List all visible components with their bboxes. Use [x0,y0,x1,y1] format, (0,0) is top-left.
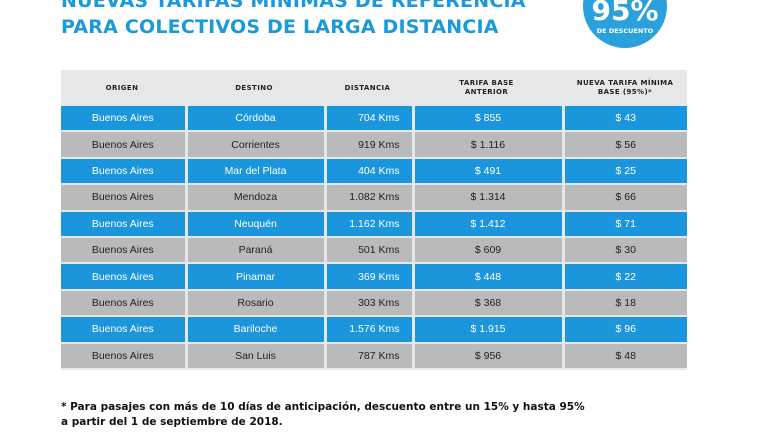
cell-distancia: 1.576 Kms [325,316,415,344]
table-row: Buenos Aires Bariloche 1.576 Kms $ 1.915… [61,316,687,344]
cell-origen: Buenos Aires [61,106,188,133]
cell-destino: Mendoza [186,184,327,212]
table-row: Buenos Aires Paraná 501 Kms $ 609 $ 30 [61,236,687,265]
cell-tarifa-anterior: $ 491 [413,157,565,186]
cell-tarifa-anterior: $ 1.915 [413,316,565,344]
footnote-line-1: * Para pasajes con más de 10 días de ant… [61,401,585,413]
cell-origen: Buenos Aires [61,131,188,159]
cell-nueva-tarifa: $ 66 [563,184,687,212]
discount-badge: 95% DE DESCUENTO [583,0,667,48]
table-row: Buenos Aires Pinamar 369 Kms $ 448 $ 22 [61,263,687,291]
cell-nueva-tarifa: $ 30 [563,236,687,265]
page-title: NUEVAS TARIFAS MÍNIMAS DE REFERENCIA PAR… [61,0,526,40]
column-header-nueva-tarifa: NUEVA TARIFA MÍNIMA BASE (95%)* [576,79,674,96]
cell-distancia: 1.082 Kms [325,184,415,212]
cell-destino: Paraná [186,236,327,265]
cell-tarifa-anterior: $ 1.116 [413,131,565,159]
title-line-2: PARA COLECTIVOS DE LARGA DISTANCIA [61,16,499,38]
title-line-1: NUEVAS TARIFAS MÍNIMAS DE REFERENCIA [61,0,526,12]
column-header-destino: DESTINO [235,83,273,92]
cell-distancia: 303 Kms [325,289,415,318]
column-header-origen: ORIGEN [105,83,139,92]
cell-nueva-tarifa: $ 56 [563,131,687,159]
cell-destino: Neuquén [186,210,327,238]
cell-tarifa-anterior: $ 855 [413,106,565,133]
table-row: Buenos Aires Mar del Plata 404 Kms $ 491… [61,157,687,186]
footnote-line-2: a partir del 1 de septiembre de 2018. [61,416,283,428]
footnote: * Para pasajes con más de 10 días de ant… [61,400,681,430]
cell-tarifa-anterior: $ 448 [413,263,565,291]
cell-origen: Buenos Aires [61,316,188,344]
cell-distancia: 704 Kms [325,106,415,133]
cell-origen: Buenos Aires [61,210,188,238]
cell-nueva-tarifa: $ 48 [563,342,687,370]
column-header-tarifa-anterior: TARIFA BASE ANTERIOR [459,79,514,96]
cell-origen: Buenos Aires [61,342,188,370]
cell-distancia: 404 Kms [325,157,415,186]
table-row: Buenos Aires Córdoba 704 Kms $ 855 $ 43 [61,106,687,133]
table-row: Buenos Aires Corrientes 919 Kms $ 1.116 … [61,131,687,159]
cell-origen: Buenos Aires [61,263,188,291]
cell-nueva-tarifa: $ 71 [563,210,687,238]
discount-percent: 95% [591,0,659,27]
cell-distancia: 501 Kms [325,236,415,265]
cell-destino: Bariloche [186,316,327,344]
cell-distancia: 787 Kms [325,342,415,370]
table-row: Buenos Aires Rosario 303 Kms $ 368 $ 18 [61,289,687,318]
cell-destino: Rosario [186,289,327,318]
column-header-distancia: DISTANCIA [344,83,391,92]
cell-distancia: 919 Kms [325,131,415,159]
cell-destino: San Luis [186,342,327,370]
cell-tarifa-anterior: $ 609 [413,236,565,265]
cell-nueva-tarifa: $ 22 [563,263,687,291]
cell-destino: Pinamar [186,263,327,291]
cell-destino: Corrientes [186,131,327,159]
cell-destino: Mar del Plata [186,157,327,186]
fares-table: Buenos Aires Córdoba 704 Kms $ 855 $ 43 … [61,106,687,370]
table-row: Buenos Aires Neuquén 1.162 Kms $ 1.412 $… [61,210,687,238]
cell-origen: Buenos Aires [61,184,188,212]
discount-caption: DE DESCUENTO [596,27,654,35]
cell-distancia: 369 Kms [325,263,415,291]
cell-distancia: 1.162 Kms [325,210,415,238]
cell-tarifa-anterior: $ 1.314 [413,184,565,212]
cell-nueva-tarifa: $ 25 [563,157,687,186]
cell-tarifa-anterior: $ 956 [413,342,565,370]
table-row: Buenos Aires Mendoza 1.082 Kms $ 1.314 $… [61,184,687,212]
table-row: Buenos Aires San Luis 787 Kms $ 956 $ 48 [61,342,687,370]
fares-table-panel: ORIGEN DESTINO DISTANCIA TARIFA BASE ANT… [61,70,687,370]
cell-origen: Buenos Aires [61,289,188,318]
cell-tarifa-anterior: $ 368 [413,289,565,318]
cell-origen: Buenos Aires [61,157,188,186]
cell-nueva-tarifa: $ 18 [563,289,687,318]
cell-tarifa-anterior: $ 1.412 [413,210,565,238]
cell-nueva-tarifa: $ 96 [563,316,687,344]
cell-nueva-tarifa: $ 43 [563,106,687,133]
cell-origen: Buenos Aires [61,236,188,265]
cell-destino: Córdoba [186,106,327,133]
